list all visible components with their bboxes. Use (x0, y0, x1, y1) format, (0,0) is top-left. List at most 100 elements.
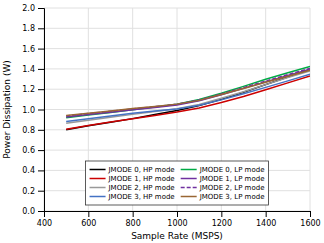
series-line (66, 66, 310, 117)
y-axis-tick: 0.8 (22, 126, 44, 135)
legend-box (86, 161, 269, 205)
legend-swatch (90, 169, 106, 171)
legend-swatch (181, 178, 197, 180)
x-axis-tick-mark (221, 211, 222, 217)
grid-line-y (44, 150, 310, 151)
x-axis-tick: 1200 (212, 211, 232, 228)
legend-label: JMODE 1, HP mode (108, 175, 175, 183)
series-line (66, 68, 310, 116)
series-line (66, 69, 310, 117)
legend-label: JMODE 0, HP mode (108, 166, 175, 174)
legend-swatch (90, 187, 106, 189)
legend-swatch (181, 187, 197, 189)
y-axis-tick-mark (38, 110, 44, 111)
legend-swatch (181, 196, 197, 198)
y-axis-tick-mark (38, 211, 44, 212)
y-axis-tick-label: 1.4 (22, 65, 35, 74)
y-axis-tick: 1.6 (22, 45, 44, 54)
y-axis-tick-label: 0.2 (22, 187, 35, 196)
legend-item: JMODE 0, LP mode (181, 166, 265, 174)
y-axis-tick-label: 0.8 (22, 126, 35, 135)
y-axis-tick-mark (38, 191, 44, 192)
y-axis-tick: 1.0 (22, 106, 44, 115)
x-axis-tick: 1000 (167, 211, 187, 228)
x-axis: 400 600 800 1000 1200 1400 1600 (37, 211, 321, 228)
legend-item: JMODE 1, LP mode (181, 175, 265, 183)
x-axis-tick-mark (177, 211, 178, 217)
x-axis-tick-label: 1000 (167, 219, 187, 228)
legend-label: JMODE 3, HP mode (108, 193, 175, 201)
grid (44, 8, 310, 211)
chart-svg: 400 600 800 1000 1200 1400 1600 0.0 0.2 0.4 0.6 0.8… (0, 0, 324, 243)
y-axis-domain (38, 9, 45, 212)
y-axis-tick-label: 0.4 (22, 166, 35, 175)
lines (66, 66, 310, 129)
y-axis-tick-mark (38, 170, 44, 171)
x-axis-tick-mark (133, 211, 134, 217)
y-axis: 0.0 0.2 0.4 0.6 0.8 1.0 1.2 1.4 1.6 1.8 2.0 (22, 4, 44, 216)
legend-label: JMODE 2, HP mode (108, 184, 175, 192)
plot-area: 400 600 800 1000 1200 1400 1600 0.0 0.2 0.4 0.6 0.8… (22, 4, 320, 228)
y-axis-tick-label: 1.2 (22, 85, 35, 94)
x-axis-tick: 1400 (256, 211, 276, 228)
x-axis-tick-label: 1600 (300, 219, 320, 228)
legend-item: JMODE 1, HP mode (90, 175, 175, 183)
legend-item: JMODE 0, HP mode (90, 166, 175, 174)
y-axis-tick: 1.4 (22, 65, 44, 74)
legend-label: JMODE 1, LP mode (199, 175, 265, 183)
series-line (66, 74, 310, 121)
legend-label: JMODE 2, LP mode (199, 184, 265, 192)
y-axis-tick: 0.4 (22, 166, 44, 175)
y-axis-tick: 1.8 (22, 24, 44, 33)
y-axis-tick-mark (38, 69, 44, 70)
x-axis-tick: 400 (37, 211, 52, 228)
y-axis-title: Power Dissipation (W) (2, 60, 12, 159)
legend-item: JMODE 3, HP mode (90, 193, 175, 201)
x-axis-tick: 800 (126, 211, 141, 228)
legend-swatch (90, 178, 106, 180)
y-axis-tick: 1.2 (22, 85, 44, 94)
chart-container: 400 600 800 1000 1200 1400 1600 0.0 0.2 0.4 0.6 0.8… (0, 0, 324, 243)
legend: JMODE 0, HP modeJMODE 1, HP modeJMODE 2,… (86, 161, 269, 205)
y-axis-tick-mark (38, 8, 44, 9)
legend-item: JMODE 2, LP mode (181, 184, 265, 192)
legend-item: JMODE 2, HP mode (90, 184, 175, 192)
y-axis-tick-label: 0.6 (22, 146, 35, 155)
x-axis-tick: 1600 (300, 211, 320, 228)
y-axis-tick-mark (38, 89, 44, 90)
x-axis-tick-label: 400 (37, 219, 52, 228)
x-axis-tick-mark (266, 211, 267, 217)
grid-line-y (44, 28, 310, 29)
y-axis-tick: 0.2 (22, 187, 44, 196)
legend-item: JMODE 3, LP mode (181, 193, 265, 201)
legend-swatch (90, 196, 106, 198)
x-axis-tick: 600 (81, 211, 96, 228)
grid-line-y (44, 129, 310, 130)
x-axis-tick-label: 600 (81, 219, 96, 228)
legend-label: JMODE 3, LP mode (199, 193, 265, 201)
y-axis-tick: 2.0 (22, 4, 44, 13)
y-axis-tick-mark (38, 28, 44, 29)
x-axis-title: Sample Rate (MSPS) (131, 231, 223, 241)
series-line (66, 70, 310, 115)
grid-line-y (44, 48, 310, 49)
y-axis-tick-mark (38, 130, 44, 131)
y-axis-tick-label: 0.0 (22, 207, 35, 216)
y-axis-tick: 0.6 (22, 146, 44, 155)
y-axis-tick-label: 1.6 (22, 45, 35, 54)
legend-swatch (181, 169, 197, 171)
y-axis-tick-label: 1.8 (22, 24, 35, 33)
x-axis-tick-label: 800 (126, 219, 141, 228)
y-axis-tick-label: 1.0 (22, 106, 35, 115)
x-axis-tick-label: 1200 (212, 219, 232, 228)
x-axis-tick-label: 1400 (256, 219, 276, 228)
x-axis-tick-mark (310, 211, 311, 217)
x-axis-domain (45, 212, 311, 218)
grid-line-y (44, 68, 310, 69)
y-axis-tick: 0.0 (22, 207, 44, 216)
grid-line-y (44, 8, 310, 9)
y-axis-tick-mark (38, 150, 44, 151)
y-axis-tick-label: 2.0 (22, 4, 35, 13)
y-axis-tick-mark (38, 49, 44, 50)
legend-label: JMODE 0, LP mode (199, 166, 265, 174)
